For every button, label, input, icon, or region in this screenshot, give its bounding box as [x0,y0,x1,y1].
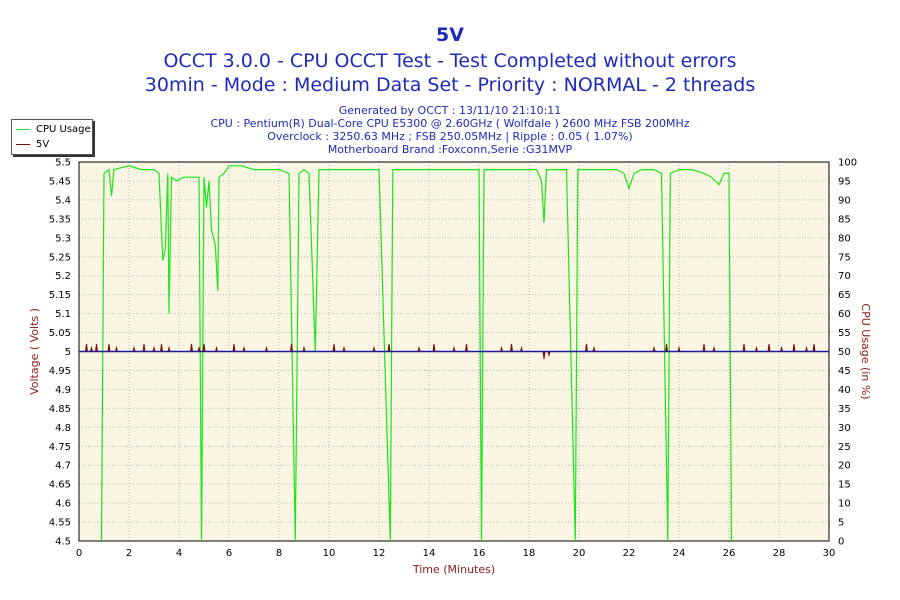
x-tick-label: 24 [673,548,686,559]
x-tick-label: 22 [623,548,636,559]
x-tick-label: 8 [276,548,282,559]
y-left-tick-label: 5.4 [55,195,71,206]
chart-subtitle-1: OCCT 3.0.0 - CPU OCCT Test - Test Comple… [163,50,737,72]
x-tick-label: 28 [773,548,786,559]
y-left-tick-label: 4.9 [55,385,71,396]
y-left-tick-label: 5.15 [49,290,71,301]
y-right-tick-label: 45 [838,366,851,377]
y-right-tick-label: 30 [838,423,851,434]
x-tick-label: 20 [573,548,586,559]
legend-item-cpu-usage: CPU Usage [16,123,91,135]
legend-item-5v: 5V [16,138,49,150]
x-tick-label: 6 [226,548,232,559]
chart-title: 5V [436,24,464,46]
y-left-tick-label: 5.05 [49,328,71,339]
x-tick-label: 18 [523,548,536,559]
x-tick-label: 0 [76,548,82,559]
y-right-tick-label: 95 [838,176,851,187]
y-right-tick-label: 35 [838,404,851,415]
y-left-tick-label: 4.7 [55,461,71,472]
info-cpu: CPU : Pentium(R) Dual-Core CPU E5300 @ 2… [210,117,690,130]
x-tick-label: 26 [723,548,736,559]
y-right-tick-label: 50 [838,347,851,358]
legend-swatch-5v [16,143,30,145]
chart-legend: CPU Usage 5V [11,119,93,155]
y-left-tick-label: 5.1 [55,309,71,320]
y-right-tick-label: 5 [838,518,844,529]
y-left-tick-label: 4.8 [55,423,71,434]
y-right-tick-label: 85 [838,214,851,225]
series-line-cpu-usage [100,165,733,542]
y-right-tick-label: 20 [838,461,851,472]
y-right-tick-label: 65 [838,290,851,301]
x-tick-label: 10 [323,548,336,559]
y-left-tick-label: 4.85 [49,404,71,415]
y-left-tick-label: 5.2 [55,271,71,282]
y-right-tick-label: 60 [838,309,851,320]
y-left-tick-label: 4.6 [55,499,71,510]
y-left-tick-label: 4.65 [49,480,71,491]
chart-subtitle-2: 30min - Mode : Medium Data Set - Priorit… [144,74,756,96]
y-left-tick-label: 5.25 [49,252,71,263]
info-overclock: Overclock : 3250.63 MHz ; FSB 250.05MHz … [267,130,633,143]
x-tick-label: 4 [176,548,182,559]
y-right-tick-label: 70 [838,271,851,282]
y-left-tick-label: 5.45 [49,176,71,187]
y-left-tick-label: 5.35 [49,214,71,225]
y-left-tick-label: 5.5 [55,158,71,169]
info-motherboard: Motherboard Brand :Foxconn,Serie :G31MVP [327,143,573,156]
y-right-tick-label: 90 [838,195,851,206]
y-right-tick-label: 0 [838,537,844,548]
x-tick-label: 14 [423,548,436,559]
x-tick-label: 30 [823,548,836,559]
y-left-axis-label: Voltage ( Volts ) [28,308,41,395]
info-generated: Generated by OCCT : 13/11/10 21:10:11 [338,104,562,117]
legend-label-cpu-usage: CPU Usage [36,123,91,135]
y-right-tick-label: 15 [838,480,851,491]
legend-swatch-cpu-usage [16,128,30,130]
y-left-tick-label: 4.95 [49,366,71,377]
y-right-tick-label: 80 [838,233,851,244]
y-right-tick-label: 55 [838,328,851,339]
x-tick-label: 2 [126,548,132,559]
y-left-tick-label: 4.5 [55,537,71,548]
y-right-tick-label: 100 [838,158,857,169]
y-left-tick-label: 5.3 [55,233,71,244]
y-right-tick-label: 75 [838,252,851,263]
y-left-tick-label: 4.75 [49,442,71,453]
y-right-tick-label: 25 [838,442,851,453]
y-left-tick-label: 5 [65,347,71,358]
y-left-tick-label: 4.55 [49,518,71,529]
y-right-tick-label: 10 [838,499,851,510]
legend-label-5v: 5V [36,138,50,150]
y-right-tick-label: 40 [838,385,851,396]
x-tick-label: 16 [473,548,486,559]
x-tick-label: 12 [373,548,386,559]
y-right-axis-label: CPU Usage (in %) [859,303,872,399]
x-axis-label: Time (Minutes) [412,563,495,576]
